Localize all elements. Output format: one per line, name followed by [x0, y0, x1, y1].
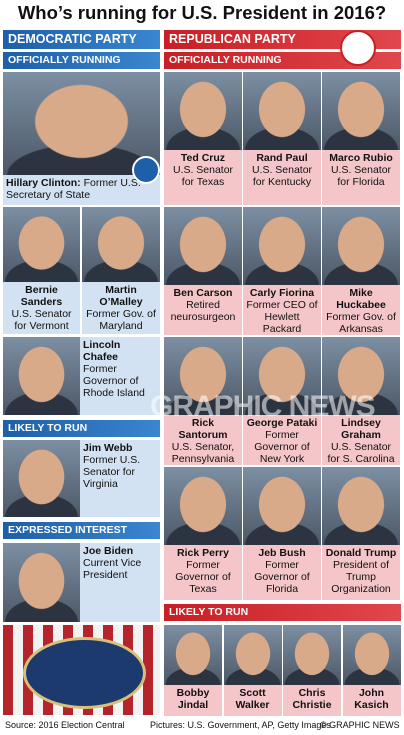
candidate-name: Scott Walker — [235, 687, 270, 711]
candidate-description: President of Trump Organization — [331, 559, 391, 595]
photo — [243, 467, 321, 545]
caption: Rick Santorum U.S. Senator, Pennsylvania — [164, 415, 242, 465]
candidate-name: Lindsey Graham — [341, 417, 381, 441]
watermark: GRAPHIC NEWS — [150, 390, 376, 423]
caption: Lindsey Graham U.S. Senator for S. Caroli… — [322, 415, 400, 465]
candidate-name: Carly Fiorina — [249, 287, 315, 299]
photo — [82, 207, 160, 282]
candidate-name: Jim Webb — [83, 442, 133, 454]
photo — [342, 625, 401, 685]
caption: John Kasich — [342, 685, 401, 716]
candidate-name: Bobby Jindal — [176, 687, 210, 711]
footer-credit: © GRAPHIC NEWS — [320, 720, 400, 730]
photo — [3, 337, 80, 415]
candidate-description: Former Gov. of Arkansas — [326, 311, 396, 335]
caption: Ted Cruz U.S. Senator for Texas — [164, 150, 242, 205]
photo — [3, 207, 80, 282]
caption: Bernie Sanders U.S. Senator for Vermont — [3, 282, 80, 334]
photo — [164, 625, 222, 685]
title: Who’s running for U.S. President in 2016… — [17, 2, 387, 23]
section-heading: OFFICIALLY RUNNING — [3, 52, 160, 69]
photo — [243, 337, 321, 415]
photo — [164, 72, 242, 150]
candidate-description: U.S. Senator for S. Carolina — [327, 441, 395, 465]
candidate-name: Chris Christie — [292, 687, 332, 711]
candidate-name: John Kasich — [354, 687, 389, 711]
photo — [322, 467, 400, 545]
candidate-name: Rand Paul — [256, 152, 308, 164]
caption: Lincoln Chafee Former Governor of Rhode I… — [80, 337, 160, 415]
candidate-name: Martin O’Malley — [99, 284, 143, 308]
caption: Bobby Jindal — [164, 685, 222, 716]
candidate-name: Bernie Sanders — [20, 284, 63, 308]
candidate-name: Hillary Clinton: — [6, 177, 81, 189]
candidate-name: Lincoln Chafee — [83, 339, 121, 363]
caption: Jim Webb Former U.S. Senator for Virginia — [80, 440, 160, 517]
photo — [322, 72, 400, 150]
candidate-description: Former U.S. Secretary of State — [6, 177, 141, 201]
caption: Donald Trump President of Trump Organizat… — [322, 545, 400, 600]
candidate-name: Joe Biden — [83, 545, 134, 557]
candidate-description: Former U.S. Senator for Virginia — [83, 454, 141, 490]
candidate-description: U.S. Senator for Kentucky — [251, 164, 313, 188]
candidate-description: Retired neurosurgeon — [170, 299, 236, 323]
footer-pictures: Pictures: U.S. Government, AP, Getty Ima… — [150, 720, 331, 730]
caption: Martin O’Malley Former Gov. of Maryland — [82, 282, 160, 334]
candidate-description: Former Governor of New York — [254, 429, 310, 465]
photo — [322, 337, 400, 415]
caption: Mike Huckabee Former Gov. of Arkansas — [322, 285, 400, 335]
caption: Ben Carson Retired neurosurgeon — [164, 285, 242, 335]
caption: Rand Paul U.S. Senator for Kentucky — [243, 150, 321, 205]
emblem — [3, 625, 160, 715]
footer-source: Source: 2016 Election Central — [5, 720, 125, 730]
caption: Carly Fiorina Former CEO of Hewlett Packa… — [243, 285, 321, 335]
candidate-name: Mike Huckabee — [336, 287, 386, 311]
photo — [3, 543, 80, 622]
candidate-description: U.S. Senator for Texas — [172, 164, 234, 188]
photo — [3, 72, 160, 175]
photo — [243, 72, 321, 150]
candidate-name: Jeb Bush — [258, 547, 306, 559]
candidate-description: U.S. Senator for Vermont — [11, 308, 72, 332]
candidate-name: Rick Santorum — [178, 417, 228, 441]
section-heading: LIKELY TO RUN — [164, 604, 401, 621]
candidate-name: Rick Perry — [177, 547, 229, 559]
candidate-name: George Pataki — [246, 417, 318, 429]
candidate-name: Marco Rubio — [329, 152, 393, 164]
republican-logo — [340, 30, 376, 66]
section-heading: LIKELY TO RUN — [3, 420, 160, 437]
photo — [283, 625, 341, 685]
candidate-description: Former Governor of Texas — [175, 559, 231, 595]
photo — [322, 207, 400, 285]
candidate-name: Ben Carson — [173, 287, 233, 299]
photo — [164, 207, 242, 285]
caption: Rick Perry Former Governor of Texas — [164, 545, 242, 600]
caption: Chris Christie — [283, 685, 341, 716]
caption: Marco Rubio U.S. Senator for Florida — [322, 150, 400, 205]
candidate-name: Donald Trump — [325, 547, 397, 559]
photo — [223, 625, 282, 685]
candidate-description: Former Governor of Florida — [254, 559, 310, 595]
candidate-description: Former CEO of Hewlett Packard — [246, 299, 318, 335]
photo — [3, 440, 80, 517]
caption: Joe Biden Current Vice President — [80, 543, 160, 622]
caption: Jeb Bush Former Governor of Florida — [243, 545, 321, 600]
photo — [243, 207, 321, 285]
caption: George Pataki Former Governor of New York — [243, 415, 321, 465]
candidate-description: Former Gov. of Maryland — [86, 308, 156, 332]
candidate-name: Ted Cruz — [180, 152, 226, 164]
democratic-logo — [132, 156, 160, 184]
party-header: DEMOCRATIC PARTY — [3, 30, 160, 49]
section-heading: EXPRESSED INTEREST — [3, 522, 160, 539]
candidate-description: U.S. Senator, Pennsylvania — [171, 441, 235, 465]
candidate-description: Current Vice President — [83, 557, 142, 581]
emblem-eagle — [23, 637, 146, 709]
photo — [164, 337, 242, 415]
candidate-description: Former Governor of Rhode Island — [83, 363, 145, 399]
candidate-description: U.S. Senator for Florida — [330, 164, 392, 188]
caption: Scott Walker — [223, 685, 282, 716]
photo — [164, 467, 242, 545]
caption: Hillary Clinton: Former U.S. Secretary o… — [3, 175, 160, 205]
